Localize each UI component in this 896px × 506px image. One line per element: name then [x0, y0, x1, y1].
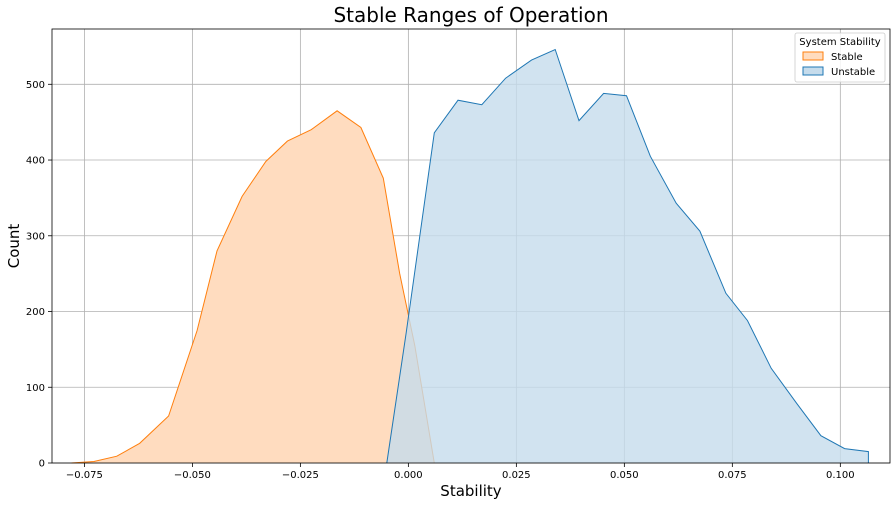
- y-tick-label: 100: [26, 383, 45, 394]
- y-tick-label: 0: [39, 459, 45, 470]
- legend-swatch-unstable: [802, 66, 824, 76]
- x-tick-label: 0.050: [610, 470, 639, 481]
- x-axis-label: Stability: [440, 482, 502, 500]
- area-stable: [71, 110, 435, 464]
- y-tick-label: 500: [26, 80, 45, 91]
- x-tick-label: −0.050: [174, 470, 211, 481]
- line-unstable: [386, 48, 869, 464]
- area-unstable: [386, 49, 869, 463]
- legend: System Stability Stable Unstable: [794, 32, 886, 83]
- x-tick-label: 0.000: [394, 470, 423, 481]
- legend-swatch-stable: [802, 51, 824, 61]
- y-tick-label: 200: [26, 307, 45, 318]
- y-axis-label: Count: [5, 224, 23, 269]
- x-tick-label: 0.100: [826, 470, 855, 481]
- plot-frame: [51, 28, 891, 464]
- x-tick-label: −0.025: [282, 470, 319, 481]
- x-tick-label: −0.075: [66, 470, 103, 481]
- legend-label-unstable: Unstable: [831, 67, 875, 78]
- series-areas: [71, 48, 869, 464]
- y-tick-label: 400: [26, 156, 45, 167]
- x-tick-label: 0.025: [502, 470, 531, 481]
- x-tick-label: 0.075: [718, 470, 747, 481]
- chart-title: Stable Ranges of Operation: [333, 3, 608, 27]
- line-stable: [71, 110, 435, 464]
- axis-ticks: −0.075 −0.050 −0.025 0.000 0.025 0.050 0.075 0.…: [26, 80, 855, 481]
- y-tick-label: 300: [26, 231, 45, 242]
- legend-title: System Stability: [799, 37, 880, 48]
- legend-label-stable: Stable: [831, 52, 863, 63]
